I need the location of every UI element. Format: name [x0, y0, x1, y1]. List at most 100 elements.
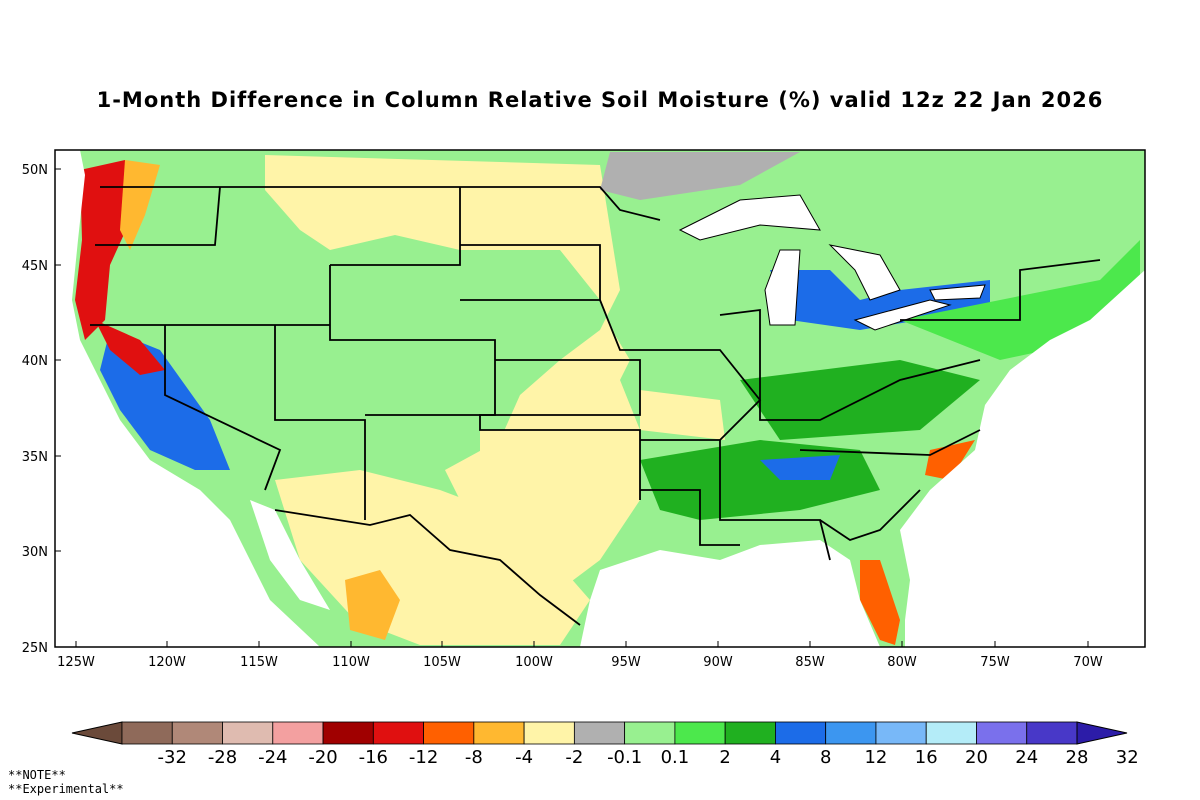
colorbar-label: 24 — [1015, 747, 1038, 768]
colorbar-label: 16 — [915, 747, 938, 768]
y-tick: 35N — [22, 450, 61, 465]
x-tick-label: 90W — [703, 655, 733, 670]
us-canada-border — [100, 186, 661, 221]
x-tick-label: 95W — [611, 655, 641, 670]
colorbar-swatch — [624, 721, 676, 745]
wa-or-border — [95, 186, 221, 246]
x-tick: 120W — [148, 641, 186, 670]
y-tick: 50N — [22, 163, 61, 178]
colorbar-label: 2 — [719, 747, 730, 768]
louisiana — [640, 489, 740, 546]
x-axis: 125W 120W 115W 110W 105W 100W 95W 90W 85… — [57, 641, 1103, 670]
colorbar-swatch — [1026, 721, 1078, 745]
x-tick: 125W — [57, 641, 95, 670]
colorbar-label: -24 — [258, 747, 287, 768]
map-frame — [54, 149, 1146, 648]
florida-orange — [860, 560, 900, 645]
y-tick-label: 50N — [22, 163, 48, 178]
colorbar-swatch — [473, 721, 525, 745]
x-tick: 105W — [423, 641, 461, 670]
x-tick-label: 120W — [148, 655, 186, 670]
colorbar-label: -28 — [208, 747, 237, 768]
canada-gray — [600, 152, 800, 200]
y-tick-label: 35N — [22, 450, 48, 465]
ny-pa — [900, 259, 1101, 321]
colorbar-swatch — [222, 721, 274, 745]
y-tick: 25N — [22, 641, 61, 656]
lake-michigan — [764, 249, 801, 326]
pacific-nw-red — [75, 160, 135, 340]
wyoming-colorado — [329, 265, 496, 416]
gulf-of-mexico — [580, 540, 880, 647]
south-texas-orange — [345, 570, 400, 640]
colorbar-label: 32 — [1116, 747, 1139, 768]
y-tick-label: 25N — [22, 641, 48, 656]
colorbar-label: 28 — [1066, 747, 1089, 768]
colorbar-swatch — [775, 721, 827, 745]
kansas-oklahoma — [479, 359, 641, 500]
colorbar-swatch — [724, 721, 776, 745]
colorbar-label: -2 — [565, 747, 583, 768]
colorbar-swatch — [171, 721, 223, 745]
tennessee-nc — [799, 429, 981, 456]
california-red — [95, 320, 165, 375]
colorbar-label: -20 — [308, 747, 337, 768]
colorbar-right-arrow — [1076, 721, 1128, 745]
colorbar-swatch — [523, 721, 575, 745]
colorbar-label: -12 — [409, 747, 438, 768]
pacific-nw-orange — [120, 160, 160, 250]
nc-coast-orange — [925, 440, 975, 480]
x-tick-label: 125W — [57, 655, 95, 670]
utah-arizona-border — [274, 325, 366, 520]
colorbar-label: -0.1 — [607, 747, 642, 768]
x-tick: 70W — [1073, 641, 1103, 670]
colorbar-swatch — [976, 721, 1028, 745]
lake-superior — [678, 194, 821, 241]
x-tick-label: 85W — [795, 655, 825, 670]
gulf-of-california — [250, 500, 330, 610]
colorbar-swatch — [825, 721, 877, 745]
lake-erie — [853, 299, 952, 331]
alabama-blue — [760, 455, 840, 480]
colorbar-label: -32 — [158, 747, 187, 768]
x-tick: 110W — [332, 641, 370, 670]
x-tick-label: 75W — [980, 655, 1010, 670]
missouri-dry — [640, 390, 725, 440]
experimental-label: **Experimental** — [8, 782, 124, 796]
montana-wyoming — [330, 187, 461, 266]
note-label: **NOTE** — [8, 768, 66, 782]
map-title: 1-Month Difference in Column Relative So… — [96, 88, 1104, 112]
x-tick: 100W — [515, 641, 553, 670]
pacific-ocean — [55, 150, 320, 647]
y-axis: 50N 45N 40N 35N 30N 25N — [22, 163, 61, 656]
colorbar-left-arrow — [71, 721, 123, 745]
dakotas-nebraska — [460, 244, 601, 301]
colorbar-label: -16 — [359, 747, 388, 768]
ocean-mask — [55, 150, 1145, 647]
y-tick: 30N — [22, 545, 61, 560]
colorbar-swatch — [372, 721, 424, 745]
x-tick: 75W — [980, 641, 1010, 670]
atlantic-ocean — [900, 270, 1145, 647]
y-tick-label: 45N — [22, 259, 48, 274]
colorbar-label: 4 — [770, 747, 781, 768]
lake-huron — [828, 244, 901, 301]
x-tick-label: 70W — [1073, 655, 1103, 670]
colorbar-swatch — [121, 721, 173, 745]
colorbar-label: 8 — [820, 747, 831, 768]
colorbar-label: -8 — [465, 747, 483, 768]
y-tick: 45N — [22, 259, 61, 274]
x-tick-label: 110W — [332, 655, 370, 670]
colorbar: -32 -28 -24 -20 -16 -12 -8 -4 -2 -0.1 0.1 2 4 8 12 16 20… — [71, 721, 1139, 768]
boundaries — [90, 186, 1101, 626]
colorbar-swatch — [875, 721, 927, 745]
mississippi-alabama — [719, 440, 831, 561]
y-tick-label: 40N — [22, 354, 48, 369]
colorbar-swatch — [573, 721, 626, 745]
x-tick: 85W — [795, 641, 825, 670]
x-tick: 90W — [703, 641, 733, 670]
mexico-border — [274, 509, 581, 626]
iowa-missouri — [599, 299, 762, 441]
texas-dry-region — [480, 430, 640, 590]
